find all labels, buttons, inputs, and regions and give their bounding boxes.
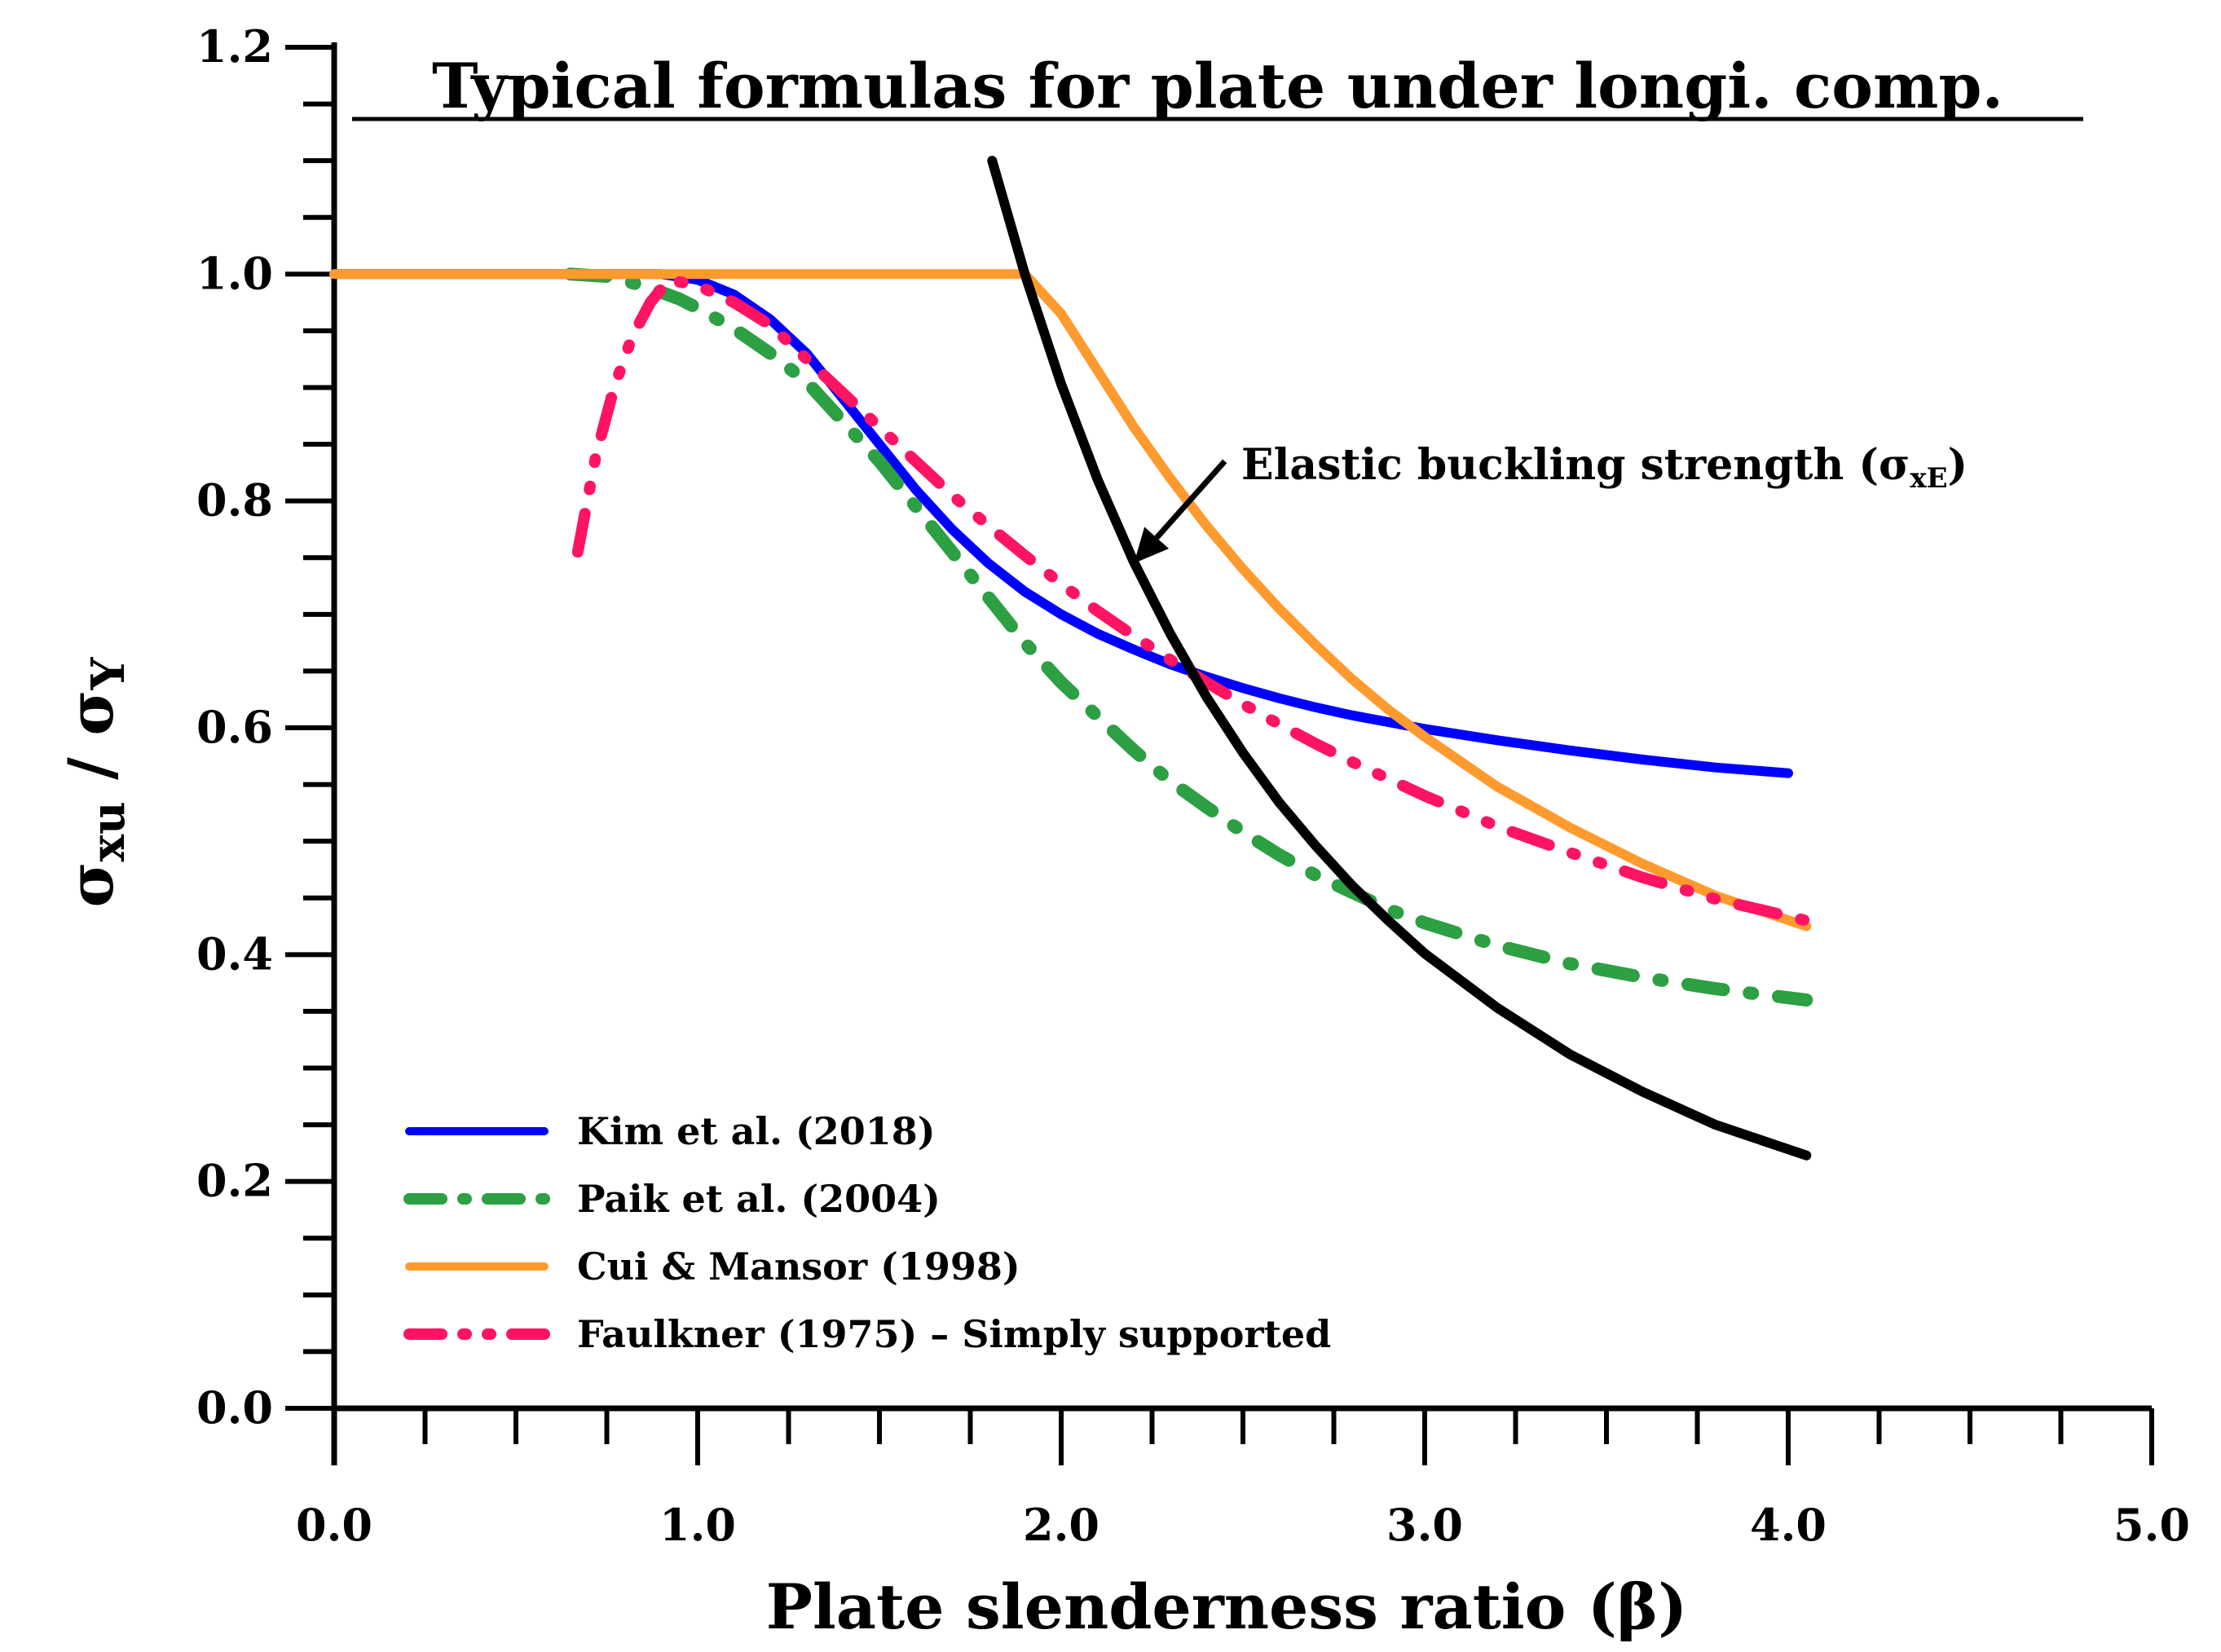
- series-line-1: [563, 267, 1813, 1007]
- series-line-0: [329, 269, 1793, 778]
- y-axis-sigma-2: σ: [55, 690, 127, 736]
- y-tick-label: 0.4: [196, 927, 273, 980]
- y-axis-separator: /: [55, 736, 127, 802]
- y-axis-sigma-1: σ: [55, 861, 127, 907]
- annotation-text: Elastic buckling strength (σ: [1241, 440, 1910, 490]
- y-axis-sub-1: xu: [82, 801, 135, 861]
- chart-title: Typical formulas for plate under longi. …: [432, 50, 2003, 122]
- x-tick-label: 0.0: [296, 1499, 372, 1551]
- y-tick-label: 0.2: [196, 1155, 273, 1207]
- y-tick-label: 1.0: [196, 247, 273, 299]
- x-tick-label: 2.0: [1023, 1499, 1099, 1551]
- y-tick-label: 0.0: [196, 1381, 273, 1434]
- x-tick-label: 1.0: [659, 1499, 736, 1551]
- legend-label-1: Paik et al. (2004): [577, 1177, 941, 1221]
- series-group: [329, 156, 1813, 1161]
- annotation-sub: xE: [1910, 462, 1947, 495]
- y-tick-label: 1.2: [196, 20, 273, 73]
- x-tick-label: 3.0: [1386, 1499, 1463, 1551]
- series-line-4: [987, 156, 1812, 1161]
- annotation-close: ): [1948, 440, 1968, 490]
- annotation-arrowhead: [1134, 526, 1170, 564]
- y-tick-label: 0.8: [196, 474, 273, 526]
- annotation-label: Elastic buckling strength (σxE): [1241, 440, 1968, 495]
- x-tick-label: 4.0: [1750, 1499, 1827, 1551]
- legend-label-2: Cui & Mansor (1998): [577, 1245, 1020, 1289]
- legend-label-3: Faulkner (1975) – Simply supported: [577, 1312, 1331, 1356]
- series-line-3: [571, 274, 1813, 927]
- annotation: Elastic buckling strength (σxE): [1134, 440, 1968, 564]
- x-axis-title: Plate slenderness ratio (β): [766, 1571, 1687, 1643]
- legend-label-0: Kim et al. (2018): [577, 1109, 936, 1153]
- y-axis-sub-2: Y: [82, 657, 135, 691]
- x-tick-label: 5.0: [2113, 1499, 2190, 1551]
- legend: Kim et al. (2018) Paik et al. (2004) Cui &…: [403, 1109, 1331, 1356]
- series-line-2: [329, 269, 1812, 932]
- y-axis-title: σxu / σY: [55, 657, 135, 908]
- y-tick-label: 0.6: [196, 701, 273, 753]
- annotation-arrow: [1154, 459, 1227, 540]
- ticks: 0.0 0.2 0.4 0.6 0.8 1.0 1.2 0.0 1.0 2.0 3.0 4.0 5.0: [196, 20, 2190, 1551]
